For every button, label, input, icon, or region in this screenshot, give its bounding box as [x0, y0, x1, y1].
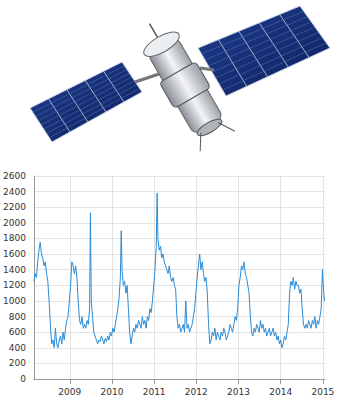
svg-text:2013: 2013	[227, 387, 250, 397]
svg-text:400: 400	[9, 343, 26, 353]
svg-text:200: 200	[9, 358, 26, 368]
svg-text:2200: 2200	[3, 202, 26, 212]
svg-text:2012: 2012	[185, 387, 208, 397]
svg-text:1000: 1000	[3, 296, 26, 306]
svg-text:2009: 2009	[58, 387, 81, 397]
svg-text:1600: 1600	[3, 249, 26, 259]
svg-text:2015: 2015	[311, 387, 334, 397]
svg-text:2011: 2011	[143, 387, 166, 397]
svg-text:1400: 1400	[3, 265, 26, 275]
svg-text:2600: 2600	[3, 171, 26, 181]
svg-text:2400: 2400	[3, 187, 26, 197]
svg-text:2010: 2010	[100, 387, 123, 397]
svg-text:0: 0	[20, 374, 26, 384]
svg-text:1800: 1800	[3, 233, 26, 243]
svg-text:1200: 1200	[3, 280, 26, 290]
svg-text:600: 600	[9, 327, 26, 337]
svg-text:2000: 2000	[3, 218, 26, 228]
svg-text:2014: 2014	[269, 387, 292, 397]
svg-text:800: 800	[9, 312, 26, 322]
